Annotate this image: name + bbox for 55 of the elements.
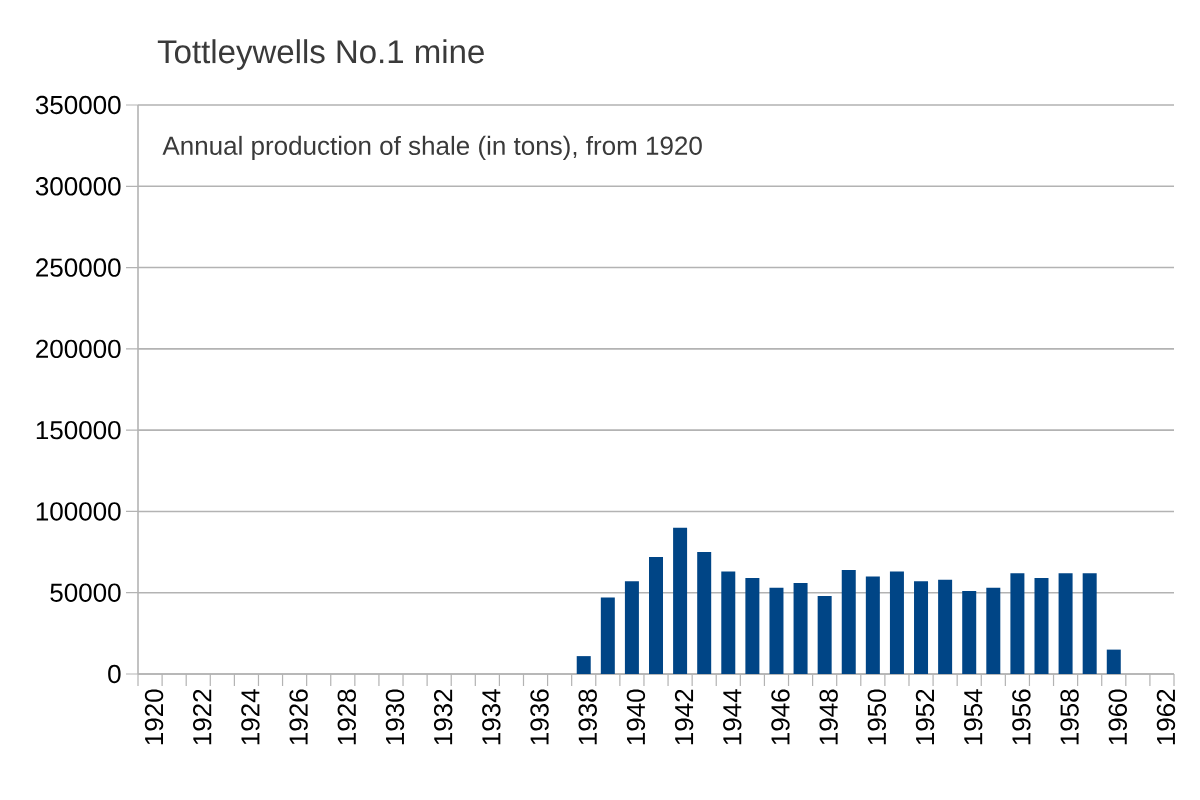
x-tick-label: 1950: [867, 689, 887, 745]
bar: [745, 578, 760, 674]
bar: [769, 587, 784, 674]
x-tick-label: 1930: [385, 689, 405, 745]
bar: [914, 581, 929, 674]
y-tick-label: 150000: [36, 420, 121, 440]
x-tick-label: 1926: [289, 689, 308, 745]
bar: [649, 556, 664, 674]
x-tick-label: 1936: [530, 689, 549, 745]
bar: [1082, 573, 1097, 674]
y-tick-label: 250000: [36, 258, 121, 277]
x-tick-label: 1958: [1060, 689, 1079, 745]
x-tick-label: 1938: [578, 689, 597, 745]
x-tick-label: 1934: [482, 689, 501, 745]
x-tick-label: 1952: [915, 689, 935, 745]
x-tick-label: 1944: [723, 689, 742, 745]
y-tick-label: 50000: [50, 583, 121, 602]
bar: [1106, 649, 1121, 674]
text: Annual production of shale (in tons), from 1920: [162, 135, 702, 161]
x-tick-label: 1920: [144, 689, 164, 745]
bar: [817, 595, 832, 674]
bar: [1058, 573, 1073, 674]
bar: [600, 597, 615, 674]
x-tick-label: 1948: [819, 689, 838, 745]
x-tick-label: 1932: [433, 689, 453, 745]
bar: [1034, 578, 1049, 674]
bar: [889, 571, 904, 674]
x-tick-label: 1960: [1108, 689, 1127, 745]
x-tick-label: 1956: [1012, 689, 1031, 745]
bar: [673, 527, 688, 674]
bar: [986, 587, 1001, 674]
x-tick-label: 1924: [241, 689, 260, 745]
x-tick-label: 1928: [337, 689, 356, 745]
bar: [697, 552, 712, 674]
bar: [793, 582, 808, 674]
x-tick-label: 1922: [193, 689, 212, 745]
bar: [721, 571, 736, 674]
bar: [841, 569, 856, 674]
y-tick-label: 350000: [35, 95, 121, 115]
x-tick-label: 1940: [626, 689, 646, 745]
bar: [938, 579, 953, 674]
bar: [962, 591, 977, 674]
bar: [624, 581, 639, 674]
y-tick-label: 0: [108, 664, 121, 684]
x-tick-label: 1962: [1156, 689, 1176, 745]
chart-title: Tottleywells No.1 mine: [157, 39, 484, 70]
y-tick-label: 300000: [35, 177, 121, 196]
x-tick-label: 1954: [964, 689, 983, 745]
y-tick-label: 200000: [36, 339, 121, 359]
bar: [576, 656, 591, 674]
bar: [865, 576, 880, 674]
y-tick-label: 100000: [36, 502, 121, 521]
x-tick-label: 1942: [674, 689, 694, 745]
x-tick-label: 1946: [771, 689, 790, 745]
bar: [1010, 573, 1025, 674]
